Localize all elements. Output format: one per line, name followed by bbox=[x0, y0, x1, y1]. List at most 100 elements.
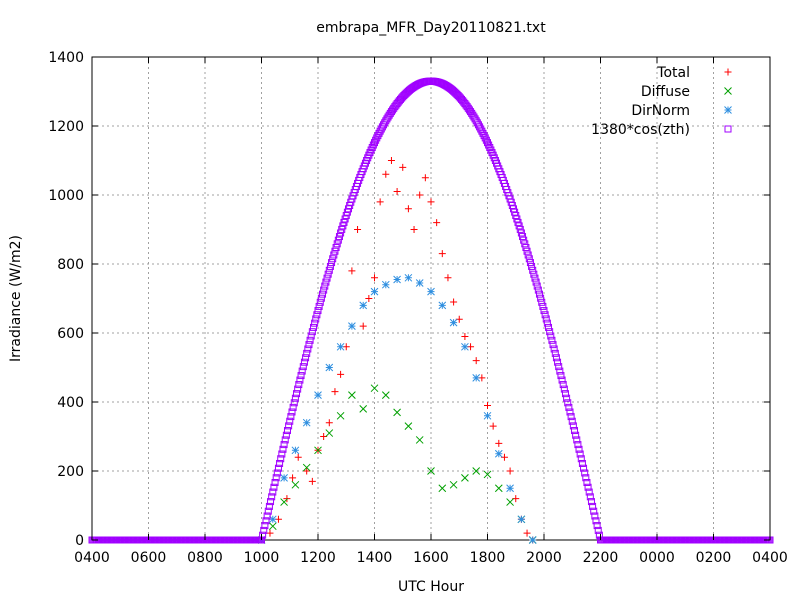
clear-sky-point bbox=[580, 464, 588, 472]
clear-sky-point bbox=[295, 381, 303, 389]
data-point-diffuse bbox=[325, 429, 334, 437]
clear-sky-point bbox=[582, 474, 590, 482]
clear-sky-point bbox=[479, 129, 487, 137]
clear-sky-point bbox=[548, 336, 556, 344]
legend-label-diffuse: Diffuse bbox=[641, 84, 690, 100]
clear-sky-point bbox=[525, 255, 533, 263]
clear-sky-point bbox=[278, 450, 286, 458]
data-point-total bbox=[266, 529, 274, 537]
legend-symbol-2 bbox=[724, 106, 732, 114]
clear-sky-point bbox=[316, 298, 324, 306]
data-point-dirnorm bbox=[280, 474, 288, 482]
clear-sky-point bbox=[551, 349, 559, 357]
data-point-diffuse bbox=[494, 484, 503, 493]
data-point-total bbox=[303, 467, 311, 475]
data-point-diffuse bbox=[472, 467, 481, 475]
clear-sky-point bbox=[542, 315, 550, 323]
data-point-total bbox=[387, 157, 395, 164]
x-tick-label: 1800 bbox=[470, 550, 506, 566]
clear-sky-point bbox=[573, 436, 581, 444]
clear-sky-point bbox=[314, 307, 322, 315]
data-point-total bbox=[294, 453, 302, 461]
clear-sky-point bbox=[261, 522, 269, 530]
x-tick-label: 0200 bbox=[696, 550, 732, 566]
data-point-total bbox=[506, 467, 514, 475]
clear-sky-point bbox=[322, 278, 330, 286]
data-point-total bbox=[325, 419, 333, 427]
clear-sky-point bbox=[296, 376, 304, 384]
data-point-total bbox=[438, 250, 446, 258]
legend-label-clear-sky: 1380*cos(zth) bbox=[591, 122, 690, 138]
clear-sky-point bbox=[584, 483, 592, 491]
clear-sky-point bbox=[528, 262, 536, 270]
clear-sky-point bbox=[563, 394, 571, 402]
clear-sky-point bbox=[326, 262, 334, 270]
clear-sky-point bbox=[547, 332, 555, 340]
clear-sky-point bbox=[286, 417, 294, 425]
clear-sky-point bbox=[285, 422, 293, 430]
clear-sky-point bbox=[539, 302, 547, 310]
data-point-diffuse bbox=[314, 446, 322, 455]
series-0 bbox=[258, 157, 537, 544]
clear-sky-point bbox=[299, 363, 307, 371]
axis-ticks: 0400 0600 0800 1000 1200 1400 1600 1800 2000 2200… bbox=[48, 50, 787, 566]
clear-sky-point bbox=[530, 270, 538, 278]
clear-sky-point bbox=[287, 413, 295, 421]
clear-sky-point bbox=[274, 464, 282, 472]
clear-sky-point bbox=[298, 367, 306, 375]
data-point-dirnorm bbox=[472, 373, 481, 382]
data-point-total bbox=[444, 274, 452, 282]
data-point-dirnorm bbox=[359, 301, 368, 310]
y-tick-label: 400 bbox=[57, 395, 84, 411]
clear-sky-point bbox=[369, 141, 377, 149]
data-point-diffuse bbox=[348, 391, 356, 399]
clear-sky-point bbox=[338, 225, 346, 233]
clear-sky-point bbox=[568, 417, 576, 425]
data-point-diffuse bbox=[427, 467, 435, 475]
data-point-diffuse bbox=[359, 405, 368, 413]
chart-title: embrapa_MFR_Day20110821.txt bbox=[316, 20, 546, 36]
legend-label-dirnorm: DirNorm bbox=[631, 103, 690, 119]
clear-sky-point bbox=[290, 399, 298, 407]
clear-sky-point bbox=[269, 488, 277, 496]
clear-sky-point bbox=[572, 431, 580, 439]
clear-sky-point bbox=[540, 307, 548, 315]
data-point-dirnorm bbox=[302, 418, 311, 427]
clear-sky-point bbox=[529, 266, 537, 274]
data-point-total bbox=[382, 170, 390, 178]
data-marks bbox=[88, 77, 774, 544]
data-point-total bbox=[421, 174, 429, 182]
clear-sky-point bbox=[335, 233, 343, 241]
clear-sky-point bbox=[372, 136, 380, 144]
legend: Total Diffuse DirNorm 1380*cos(zth) bbox=[591, 65, 732, 138]
data-point-dirnorm bbox=[336, 342, 345, 351]
clear-sky-point bbox=[262, 517, 270, 525]
clear-sky-point bbox=[546, 328, 554, 336]
clear-sky-point bbox=[577, 455, 585, 463]
clear-sky-point bbox=[585, 488, 593, 496]
clear-sky-point bbox=[273, 469, 281, 477]
clear-sky-point bbox=[550, 345, 558, 353]
clear-sky-point bbox=[481, 134, 489, 142]
clear-sky-point bbox=[521, 240, 529, 248]
y-tick-label: 800 bbox=[57, 257, 84, 273]
clear-sky-point bbox=[531, 274, 539, 282]
data-point-dirnorm bbox=[325, 363, 334, 372]
clear-sky-point bbox=[276, 459, 284, 467]
data-point-total bbox=[376, 198, 384, 206]
x-tick-label: 0400 bbox=[74, 550, 110, 566]
data-point-total bbox=[416, 191, 424, 199]
clear-sky-point bbox=[311, 319, 319, 327]
clear-sky-point bbox=[271, 478, 279, 486]
data-point-total bbox=[354, 226, 362, 233]
clear-sky-point bbox=[524, 251, 532, 259]
clear-sky-point bbox=[565, 403, 573, 411]
data-point-diffuse bbox=[336, 411, 345, 420]
clear-sky-point bbox=[309, 323, 317, 331]
data-point-total bbox=[461, 332, 469, 340]
clear-sky-point bbox=[270, 483, 278, 491]
data-point-total bbox=[484, 401, 491, 409]
clear-sky-point bbox=[569, 422, 577, 430]
y-tick-label: 200 bbox=[57, 464, 84, 480]
clear-sky-point bbox=[371, 139, 378, 147]
